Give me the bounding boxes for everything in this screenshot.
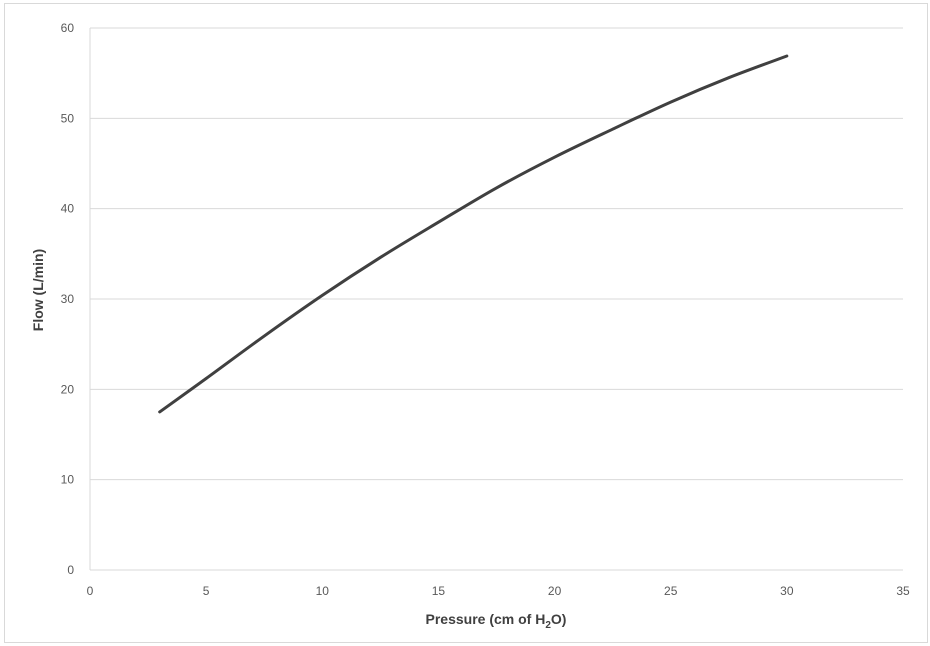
x-axis-title: Pressure (cm of H2O) xyxy=(426,611,567,631)
y-tick-label: 0 xyxy=(67,563,74,577)
y-tick-labels: 0 10 20 30 40 50 60 xyxy=(61,21,75,577)
x-tick-label: 25 xyxy=(664,584,678,598)
y-tick-label: 60 xyxy=(61,21,75,35)
x-tick-label: 20 xyxy=(548,584,562,598)
y-axis-title: Flow (L/min) xyxy=(30,249,46,331)
x-tick-label: 15 xyxy=(432,584,446,598)
y-tick-label: 40 xyxy=(61,202,75,216)
x-tick-label: 5 xyxy=(203,584,210,598)
x-tick-label: 35 xyxy=(896,584,910,598)
y-tick-label: 20 xyxy=(61,382,75,396)
x-tick-label: 10 xyxy=(316,584,330,598)
x-tick-label: 0 xyxy=(87,584,94,598)
x-tick-labels: 0 5 10 15 20 25 30 35 xyxy=(87,584,910,598)
y-tick-label: 30 xyxy=(61,292,75,306)
gridlines xyxy=(89,27,903,571)
y-tick-label: 10 xyxy=(61,473,75,487)
y-tick-label: 50 xyxy=(61,111,75,125)
series-line xyxy=(158,54,789,414)
x-tick-label: 30 xyxy=(780,584,794,598)
chart-frame xyxy=(4,3,928,643)
